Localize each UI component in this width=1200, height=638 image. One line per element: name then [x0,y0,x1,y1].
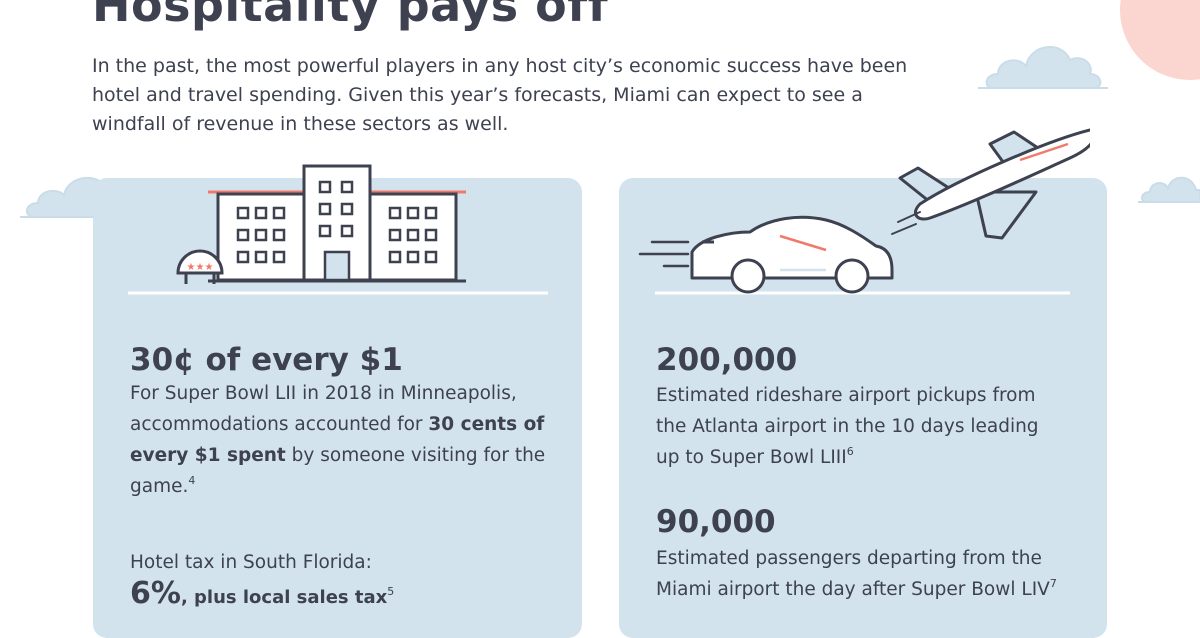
hotel-icon: ★★★ [128,164,548,295]
description-text: Estimated rideshare airport pickups from… [656,385,1039,468]
rideshare-stat-description: Estimated rideshare airport pickups from… [656,380,1066,473]
footnote-marker: 5 [387,584,395,598]
rideshare-stat-value: 200,000 [656,342,798,378]
passenger-stat-description: Estimated passengers departing from the … [656,543,1066,605]
sign-stars: ★★★ [187,262,214,273]
tax-rest: , plus local sales tax [180,587,388,608]
tax-percent: 6% [130,576,181,611]
intro-paragraph: In the past, the most powerful players i… [92,55,908,135]
cloud-icon [978,46,1108,89]
cloud-icon [1138,176,1200,203]
description-text-end: by someone visiting for the game. [130,445,546,497]
description-text: For Super Bowl LII in 2018 in Minneapoli… [130,383,517,435]
car-and-airplane-icon [638,128,1090,295]
footnote-marker: 7 [1049,576,1057,590]
page-title: Hospitality pays off [92,0,609,32]
tax-value-line: 6%, plus local sales tax5 [130,578,394,613]
tax-label: Hotel tax in South Florida: [130,552,372,573]
description-text: Estimated passengers departing from the … [656,548,1050,600]
hotel-stat-description: For Super Bowl LII in 2018 in Minneapoli… [130,378,570,502]
hotel-stat-headline: 30¢ of every $1 [130,342,403,378]
passenger-stat-value: 90,000 [656,504,776,540]
description-bold-text: 30 cents of every $1 spent [130,414,545,466]
sun-icon [1120,0,1200,80]
footnote-marker: 4 [188,473,196,487]
footnote-marker: 6 [846,444,854,458]
